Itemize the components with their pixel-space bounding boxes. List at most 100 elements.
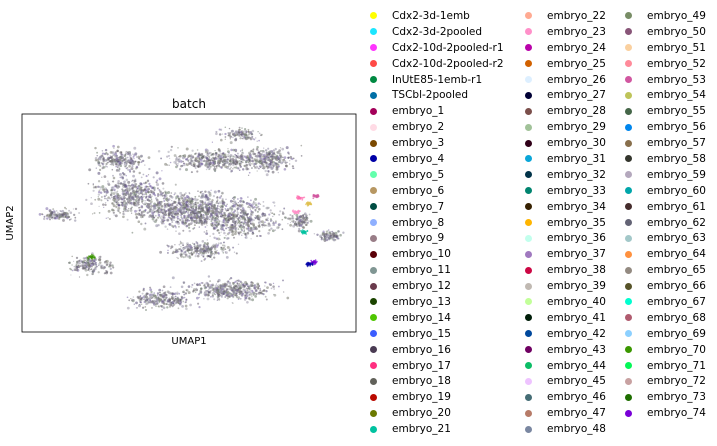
umap-point	[149, 298, 152, 301]
umap-point	[123, 199, 126, 203]
umap-point	[272, 166, 275, 168]
umap-point	[257, 160, 261, 164]
umap-point	[98, 258, 101, 262]
umap-point	[264, 160, 266, 163]
umap-point	[101, 152, 105, 155]
umap-point	[313, 260, 316, 262]
umap-point	[91, 270, 94, 273]
umap-point	[291, 215, 294, 218]
umap-point	[114, 152, 118, 156]
umap-point	[118, 168, 121, 170]
umap-point	[217, 153, 220, 156]
umap-point	[195, 156, 198, 160]
umap-point	[92, 184, 95, 186]
legend-marker	[625, 282, 632, 290]
legend-label: embryo_66	[647, 280, 706, 293]
umap-point	[242, 159, 245, 162]
umap-point	[126, 167, 129, 169]
umap-point	[204, 244, 206, 247]
umap-point	[169, 286, 172, 288]
umap-point	[153, 188, 156, 191]
umap-point	[241, 168, 245, 171]
umap-point	[228, 212, 232, 215]
umap-point	[263, 147, 265, 149]
umap-point	[250, 214, 252, 217]
umap-point	[241, 234, 243, 236]
umap-point	[111, 264, 114, 267]
umap-point	[157, 213, 161, 217]
umap-point	[122, 210, 125, 213]
umap-point	[292, 157, 295, 160]
umap-point	[220, 294, 224, 297]
umap-point	[119, 151, 123, 154]
umap-point	[173, 219, 175, 221]
umap-point	[304, 230, 307, 233]
umap-point	[198, 226, 200, 228]
umap-point	[152, 220, 155, 223]
umap-point	[229, 135, 232, 139]
umap-point	[187, 285, 191, 288]
umap-point	[193, 282, 196, 285]
umap-point	[107, 191, 110, 193]
umap-point	[109, 271, 113, 275]
umap-point	[126, 306, 130, 310]
umap-point	[128, 187, 130, 190]
legend-marker	[625, 298, 632, 306]
umap-point	[203, 223, 206, 225]
legend-marker	[625, 76, 632, 83]
umap-point	[296, 218, 298, 221]
umap-point	[195, 288, 199, 292]
umap-point	[186, 157, 189, 160]
umap-point	[176, 208, 180, 211]
umap-point	[73, 219, 77, 222]
umap-point	[170, 145, 173, 148]
umap-point	[195, 159, 198, 163]
umap-point	[102, 155, 105, 158]
umap-point	[194, 167, 197, 169]
legend-label: embryo_1	[392, 105, 445, 118]
umap-point	[224, 204, 228, 208]
umap-point	[277, 171, 280, 174]
umap-point	[233, 166, 236, 169]
umap-point	[141, 292, 144, 295]
legend-label: embryo_71	[647, 359, 706, 372]
umap-point	[194, 195, 197, 198]
umap-point	[261, 226, 264, 228]
umap-point	[215, 132, 218, 136]
umap-point	[164, 225, 167, 228]
umap-point	[97, 180, 101, 183]
umap-point	[107, 196, 110, 199]
umap-point	[213, 217, 215, 220]
umap-point	[240, 161, 243, 163]
umap-point	[172, 213, 174, 215]
umap-point	[177, 215, 179, 218]
umap-point	[232, 167, 234, 170]
umap-point	[97, 263, 100, 265]
legend-marker	[370, 76, 377, 83]
umap-point	[242, 225, 246, 229]
umap-point	[144, 299, 147, 302]
umap-point	[325, 230, 328, 232]
umap-point	[231, 223, 234, 227]
umap-point	[166, 251, 169, 254]
umap-point	[116, 195, 120, 198]
umap-point	[116, 182, 119, 185]
umap-point	[279, 210, 282, 213]
umap-point	[135, 189, 138, 191]
umap-point	[235, 166, 238, 169]
umap-point	[182, 300, 185, 303]
umap-point	[232, 161, 236, 165]
legend-label: embryo_14	[392, 311, 451, 324]
umap-point	[143, 214, 145, 216]
umap-point	[303, 196, 306, 199]
legend-marker	[370, 234, 377, 242]
umap-point	[244, 288, 246, 291]
umap-point	[140, 154, 143, 158]
umap-point	[208, 218, 211, 221]
umap-point	[108, 263, 112, 267]
umap-point	[73, 265, 76, 268]
umap-point	[215, 130, 218, 133]
umap-point	[218, 231, 221, 234]
umap-point	[297, 229, 301, 233]
umap-point	[223, 224, 226, 227]
